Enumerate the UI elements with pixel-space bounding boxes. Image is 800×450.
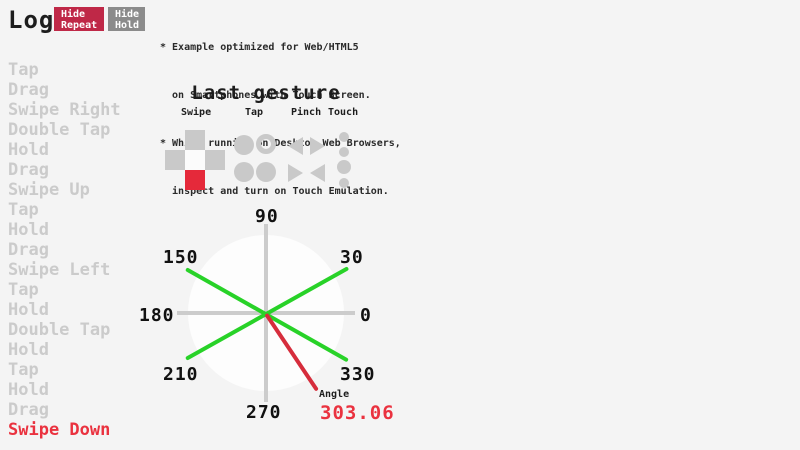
tap-column-label: Tap bbox=[245, 107, 264, 118]
log-item: Tap bbox=[8, 60, 39, 80]
touch-dot-icon bbox=[339, 147, 349, 157]
tap-dot-icon bbox=[256, 162, 276, 182]
log-item: Hold bbox=[8, 220, 49, 240]
hide-repeat-button[interactable]: Hide Repeat bbox=[54, 7, 104, 31]
log-item: Hold bbox=[8, 380, 49, 400]
last-gesture-title: Last gesture bbox=[191, 82, 341, 104]
log-item: Tap bbox=[8, 280, 39, 300]
note-line: * Example optimized for Web/HTML5 bbox=[160, 42, 359, 53]
hide-repeat-button-line1: Hide bbox=[61, 9, 86, 20]
compass-label-0: 0 bbox=[360, 305, 372, 326]
tap-dot-icon bbox=[234, 162, 254, 182]
swipe-dpad-icon bbox=[165, 130, 225, 190]
gesture-log-list: Tap Drag Swipe Right Double Tap Hold Dra… bbox=[8, 60, 121, 440]
hide-hold-button[interactable]: Hide Hold bbox=[108, 7, 145, 31]
log-item: Hold bbox=[8, 300, 49, 320]
touch-dots-icon bbox=[337, 132, 351, 190]
log-item: Swipe Left bbox=[8, 260, 111, 280]
touch-column-label: Touch bbox=[328, 107, 359, 118]
log-item: Drag bbox=[8, 400, 49, 420]
pinch-out-right-triangle-icon bbox=[310, 137, 325, 155]
swipe-down-square-active bbox=[185, 170, 205, 190]
log-item: Tap bbox=[8, 360, 39, 380]
note-line: on Smartphones with Touch Screen. bbox=[160, 90, 371, 101]
pinch-column-label: Pinch bbox=[291, 107, 322, 118]
log-item: Swipe Right bbox=[8, 100, 121, 120]
angle-caption: Angle bbox=[319, 389, 350, 400]
touch-dot-icon bbox=[339, 178, 349, 188]
compass-label-90: 90 bbox=[255, 206, 279, 227]
log-item: Double Tap bbox=[8, 320, 111, 340]
log-item: Hold bbox=[8, 340, 49, 360]
log-item: Drag bbox=[8, 160, 49, 180]
log-item: Double Tap bbox=[8, 120, 111, 140]
compass-label-180: 180 bbox=[139, 305, 175, 326]
log-item: Drag bbox=[8, 240, 49, 260]
log-item-latest: Swipe Down bbox=[8, 420, 111, 440]
tap-dot-icon bbox=[234, 135, 254, 155]
touch-dot-icon-active bbox=[337, 160, 351, 174]
swipe-column-label: Swipe bbox=[181, 107, 212, 118]
note-line: inspect and turn on Touch Emulation. bbox=[160, 186, 389, 197]
tap-ring-icon bbox=[256, 134, 276, 154]
tap-circles-icon bbox=[234, 134, 278, 182]
log-item: Drag bbox=[8, 80, 49, 100]
page-title: Log bbox=[8, 6, 55, 34]
compass-label-150: 150 bbox=[163, 247, 199, 268]
log-item: Hold bbox=[8, 140, 49, 160]
hide-hold-button-line2: Hold bbox=[115, 20, 140, 31]
hide-repeat-button-line2: Repeat bbox=[61, 20, 98, 31]
swipe-center-square bbox=[185, 150, 205, 170]
compass-label-270: 270 bbox=[246, 402, 282, 423]
pinch-triangles-icon bbox=[288, 137, 326, 183]
compass-label-210: 210 bbox=[163, 364, 199, 385]
pinch-in-left-triangle-icon bbox=[288, 164, 303, 182]
swipe-up-square bbox=[185, 130, 205, 150]
log-item: Swipe Up bbox=[8, 180, 90, 200]
angle-value: 303.06 bbox=[320, 402, 395, 424]
compass-label-330: 330 bbox=[340, 364, 376, 385]
pinch-in-right-triangle-icon bbox=[310, 164, 325, 182]
swipe-right-square bbox=[205, 150, 225, 170]
swipe-left-square bbox=[165, 150, 185, 170]
compass-label-30: 30 bbox=[340, 247, 364, 268]
hide-hold-button-line1: Hide bbox=[115, 9, 140, 20]
log-item: Tap bbox=[8, 200, 39, 220]
pinch-out-left-triangle-icon bbox=[288, 137, 303, 155]
touch-dot-icon bbox=[339, 132, 349, 142]
